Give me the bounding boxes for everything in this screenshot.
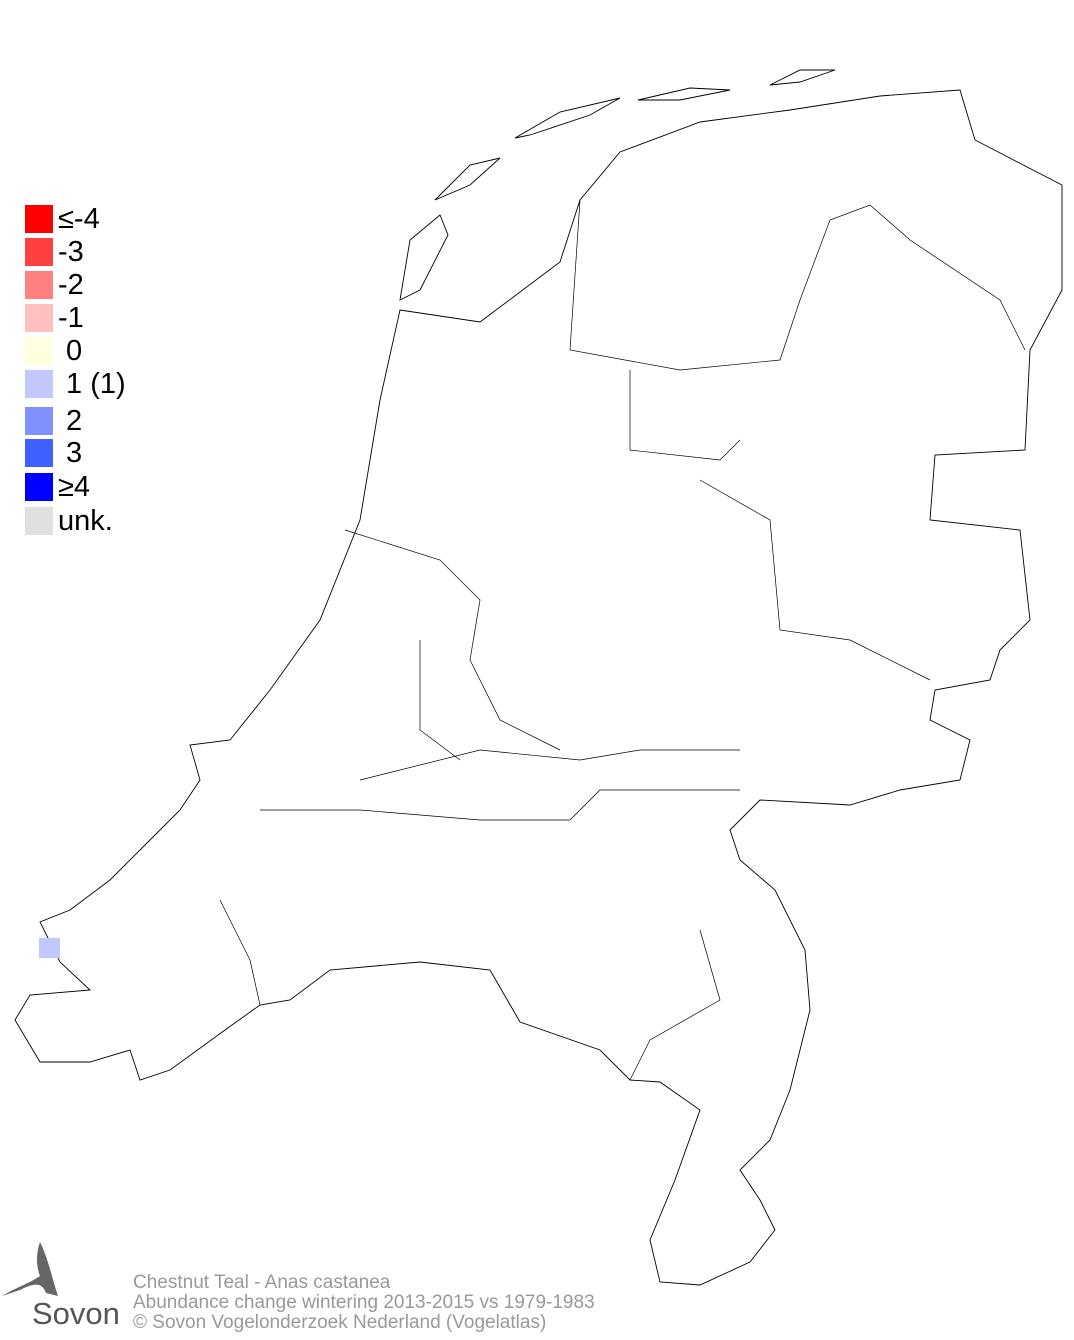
legend-label: -2 bbox=[58, 269, 84, 301]
legend-item: ≤-4 bbox=[25, 204, 100, 234]
legend-label: unk. bbox=[58, 505, 113, 537]
legend-item: 2 bbox=[25, 406, 82, 436]
legend-item: 0 bbox=[25, 336, 82, 366]
legend-swatch bbox=[25, 337, 53, 365]
legend-swatch bbox=[25, 238, 53, 266]
island-schiermonnikoog bbox=[769, 69, 836, 86]
legend-label: 2 bbox=[58, 405, 83, 437]
legend-item: -3 bbox=[25, 237, 84, 267]
legend-label: 1 (1) bbox=[58, 368, 126, 400]
legend-swatch bbox=[25, 473, 53, 501]
species-title: Chestnut Teal - Anas castanea bbox=[133, 1272, 391, 1293]
legend-item: 3 bbox=[25, 438, 82, 468]
legend-item: ≥4 bbox=[25, 472, 90, 502]
legend-swatch bbox=[25, 407, 53, 435]
legend-label: -1 bbox=[58, 302, 84, 334]
legend-swatch bbox=[25, 439, 53, 467]
country-outline bbox=[14, 89, 1063, 1286]
copyright: © Sovon Vogelonderzoek Nederland (Vogela… bbox=[133, 1312, 547, 1333]
legend-item: 1 (1) bbox=[25, 369, 126, 399]
island-texel bbox=[399, 214, 449, 301]
legend-label: ≥4 bbox=[58, 471, 91, 503]
map-subtitle: Abundance change wintering 2013-2015 vs … bbox=[133, 1292, 595, 1313]
legend-item: unk. bbox=[25, 506, 113, 536]
legend-label: 3 bbox=[58, 437, 83, 469]
map-cell bbox=[39, 938, 60, 958]
legend-label: -3 bbox=[58, 236, 84, 268]
legend-item: -1 bbox=[25, 303, 84, 333]
island-terschelling bbox=[514, 97, 621, 139]
island-ameland bbox=[637, 87, 731, 101]
map-caption: Chestnut Teal - Anas castanea Abundance … bbox=[133, 1273, 595, 1333]
logo-text: Sovon bbox=[32, 1296, 120, 1331]
legend-swatch bbox=[25, 304, 53, 332]
legend-item: -2 bbox=[25, 270, 84, 300]
province-borders bbox=[219, 199, 1026, 1081]
legend-label: 0 bbox=[58, 335, 83, 367]
sovon-swallow-logo bbox=[2, 1242, 58, 1296]
legend-swatch bbox=[25, 370, 53, 398]
island-vlieland bbox=[434, 157, 501, 201]
legend-swatch bbox=[25, 205, 53, 233]
legend-swatch bbox=[25, 271, 53, 299]
legend-label: ≤-4 bbox=[58, 203, 100, 235]
legend-swatch bbox=[25, 507, 53, 535]
